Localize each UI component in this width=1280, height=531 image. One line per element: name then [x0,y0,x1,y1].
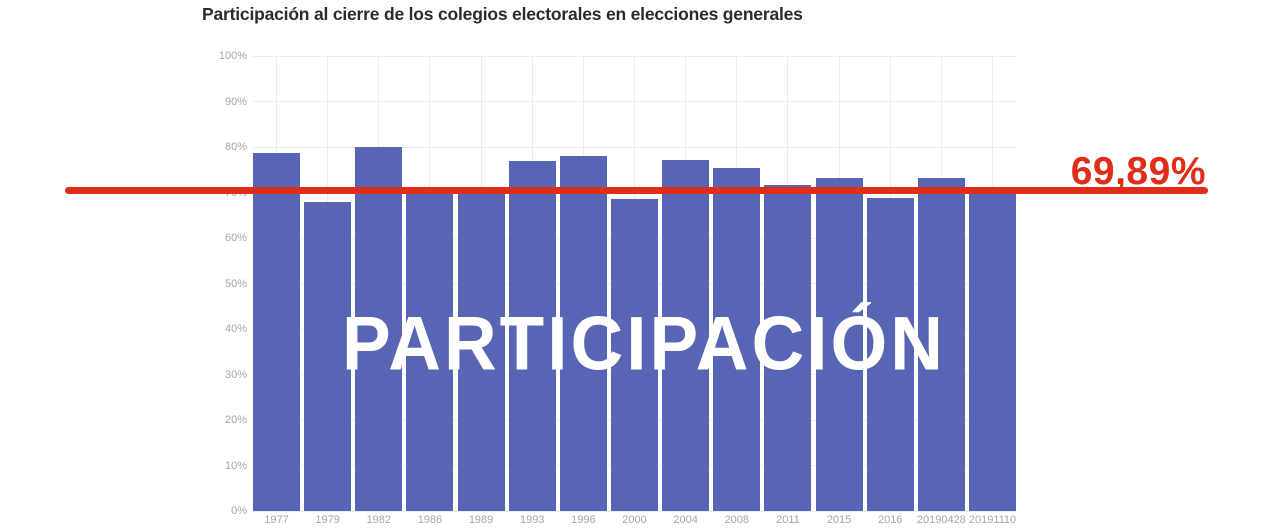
x-tick-label: 1982 [366,514,392,526]
reference-line-label: 69,89% [1070,150,1206,193]
x-tick-label: 2000 [622,514,647,526]
bar-2015 [815,177,863,511]
x-tick-label: 20190428 [916,514,966,526]
x-tick-label: 1979 [315,514,340,526]
bar-1977 [253,152,300,511]
overlay-watermark-text: PARTICIPACIÓN [341,302,947,387]
y-tick-label: 60% [224,232,247,244]
y-tick-label: 0% [231,505,247,517]
x-tick-label: 1977 [264,514,289,526]
x-tick-label: 2004 [673,514,698,526]
bar-1982 [355,147,403,511]
x-tick-label: 1996 [571,514,596,526]
y-tick-label: 90% [224,95,247,108]
x-tick-label: 2016 [877,514,903,526]
y-tick-label: 40% [224,323,247,335]
y-tick-label: 100% [218,50,247,62]
x-tick-label: 2015 [826,514,852,526]
y-tick-label: 50% [224,277,247,290]
bar-2004 [662,159,710,511]
chart-title: Participación al cierre de los colegios … [202,4,803,24]
bar-1996 [559,156,607,511]
bar-2011 [764,184,812,511]
bar-1993 [508,161,556,511]
bar-1979 [304,201,352,511]
reference-line [65,187,1208,194]
y-tick-label: 30% [224,368,247,381]
x-tick-label: 1986 [417,514,443,526]
x-tick-label: 1993 [519,514,545,526]
y-tick-label: 80% [224,141,247,153]
plot-area [253,55,1016,512]
y-tick-label: 10% [224,459,247,472]
bar-1989 [457,193,505,511]
bar-20190428 [917,177,965,511]
gridline-h [253,510,1016,512]
bar-1986 [406,190,454,511]
bar-2008 [713,168,761,511]
bar-2016 [866,197,914,511]
x-tick-label: 1989 [468,514,494,526]
x-tick-label: 2008 [724,514,750,526]
bar-20191110 [969,193,1016,511]
x-tick-label: 20191110 [968,514,1017,526]
bar-2000 [611,199,658,511]
y-tick-label: 20% [224,414,247,426]
x-tick-label: 2011 [776,514,800,526]
